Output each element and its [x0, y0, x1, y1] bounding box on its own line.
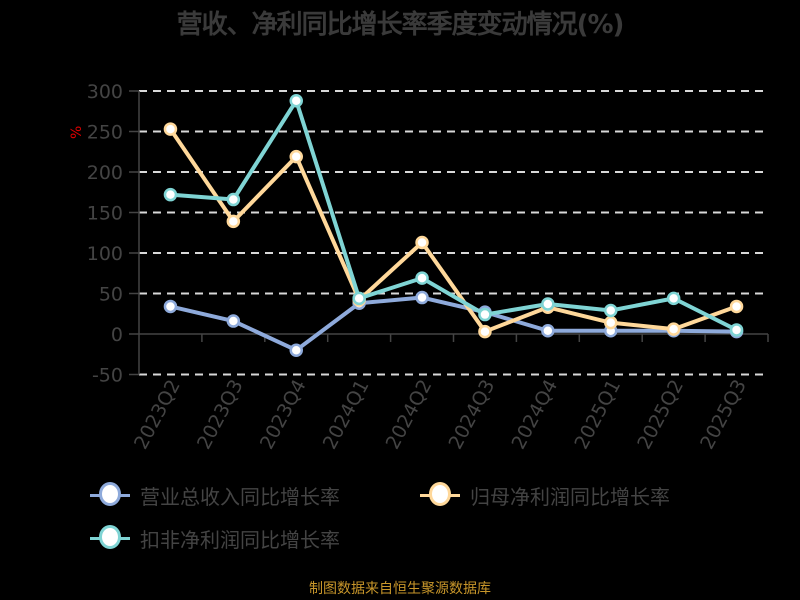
x-tick-label: 2024Q2 — [382, 376, 437, 453]
x-tick-label: 2025Q1 — [570, 376, 625, 453]
y-tick-label: 0 — [111, 324, 123, 346]
data-point[interactable] — [478, 307, 492, 322]
data-point[interactable] — [226, 214, 241, 229]
data-point[interactable] — [163, 299, 178, 314]
data-point[interactable] — [666, 291, 681, 306]
data-point[interactable] — [729, 299, 744, 314]
x-tick-label: 2024Q3 — [445, 376, 500, 453]
data-point[interactable] — [163, 187, 178, 202]
data-point[interactable] — [478, 324, 492, 339]
data-point[interactable] — [415, 235, 429, 250]
legend-label: 归母净利润同比增长率 — [470, 484, 670, 509]
data-point[interactable] — [289, 149, 303, 164]
series-net-profit-growth — [163, 122, 744, 339]
x-tick-label: 2023Q3 — [193, 376, 248, 453]
legend-marker-icon — [90, 482, 130, 508]
y-tick-label: 50 — [99, 284, 123, 306]
y-tick-label: 100 — [87, 243, 123, 265]
y-tick-label: 150 — [87, 203, 123, 225]
data-point[interactable] — [352, 291, 366, 306]
legend-label: 营业总收入同比增长率 — [140, 484, 340, 509]
x-tick-label: 2025Q2 — [633, 376, 688, 453]
x-tick-label: 2023Q4 — [256, 376, 311, 453]
data-point[interactable] — [163, 122, 178, 136]
data-point[interactable] — [666, 322, 681, 336]
legend-circle-icon — [99, 482, 121, 506]
legend-item-revenue[interactable]: 营业总收入同比增长率 — [90, 478, 340, 512]
data-point[interactable] — [226, 192, 241, 207]
data-point[interactable] — [541, 297, 555, 311]
legend-marker-icon — [90, 525, 130, 551]
data-point[interactable] — [604, 315, 618, 330]
data-point[interactable] — [541, 324, 555, 338]
x-tick-label: 2024Q4 — [507, 376, 562, 453]
series-deducted-profit-growth — [163, 93, 744, 337]
legend-label: 扣非净利润同比增长率 — [140, 527, 340, 552]
data-point[interactable] — [289, 93, 303, 108]
data-point[interactable] — [604, 303, 618, 318]
legend-marker-icon — [420, 482, 460, 508]
data-source-note: 制图数据来自恒生聚源数据库 — [309, 581, 491, 597]
legend-item-deducted-profit[interactable]: 扣非净利润同比增长率 — [90, 521, 340, 555]
chart-title: 营收、净利同比增长率季度变动情况(%) — [176, 10, 625, 40]
data-point[interactable] — [415, 271, 429, 285]
x-tick-label: 2023Q2 — [130, 376, 185, 453]
legend-circle-icon — [429, 482, 451, 506]
data-point[interactable] — [415, 290, 429, 305]
y-tick-label: 300 — [87, 81, 123, 103]
y-tick-label: 200 — [87, 162, 123, 184]
data-point[interactable] — [289, 343, 303, 357]
data-point[interactable] — [729, 323, 744, 337]
y-tick-label: 250 — [87, 122, 123, 144]
y-tick-label: -50 — [92, 365, 123, 387]
data-point[interactable] — [226, 314, 241, 328]
series-lines — [163, 93, 744, 357]
y-unit-label: % — [69, 126, 85, 139]
x-tick-label: 2024Q1 — [319, 376, 374, 453]
legend-circle-icon — [99, 525, 121, 549]
x-tick-label: 2025Q3 — [696, 376, 751, 453]
legend-item-net-profit[interactable]: 归母净利润同比增长率 — [420, 478, 670, 512]
